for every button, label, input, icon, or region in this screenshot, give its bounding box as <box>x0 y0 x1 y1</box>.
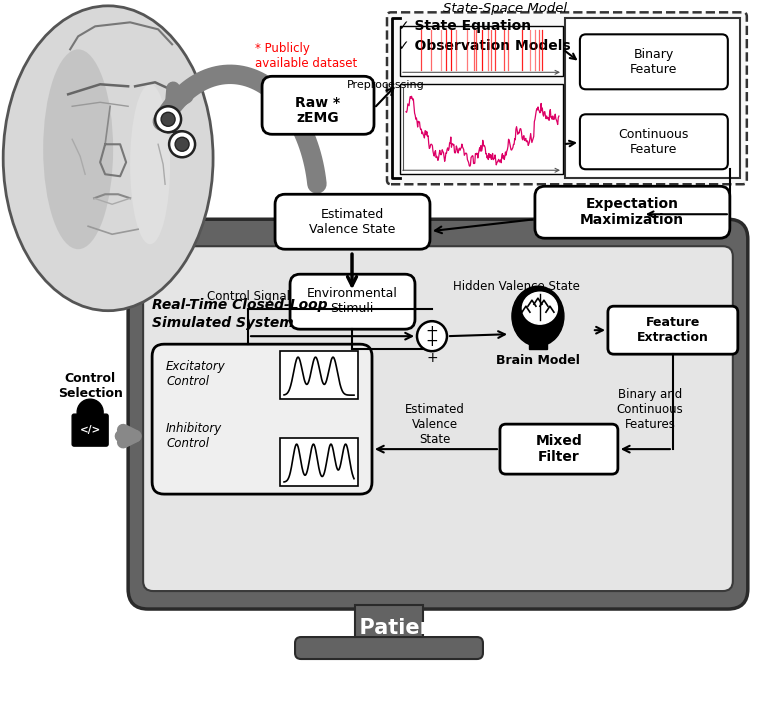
Text: ✓ State Equation: ✓ State Equation <box>398 19 531 33</box>
Ellipse shape <box>512 287 564 346</box>
Text: Expectation
Maximization: Expectation Maximization <box>580 197 684 227</box>
FancyBboxPatch shape <box>152 344 372 494</box>
Text: Brain Model: Brain Model <box>496 354 580 367</box>
FancyBboxPatch shape <box>275 194 430 249</box>
FancyBboxPatch shape <box>128 219 748 609</box>
Bar <box>565 18 740 178</box>
Circle shape <box>77 399 103 425</box>
Ellipse shape <box>522 292 558 324</box>
Ellipse shape <box>43 49 113 249</box>
Circle shape <box>155 106 181 132</box>
FancyBboxPatch shape <box>580 34 728 89</box>
Text: Raw *: Raw * <box>295 96 340 111</box>
Bar <box>355 605 423 641</box>
FancyBboxPatch shape <box>500 424 618 474</box>
Text: Feature
Extraction: Feature Extraction <box>637 316 709 344</box>
Text: Real-Time Closed-Loop
Simulated System: Real-Time Closed-Loop Simulated System <box>152 298 327 330</box>
Text: Binary
Feature: Binary Feature <box>630 49 678 76</box>
Circle shape <box>175 137 189 151</box>
Text: Estimated
Valence State: Estimated Valence State <box>309 208 396 237</box>
Circle shape <box>417 321 447 351</box>
Text: zEMG: zEMG <box>297 111 340 125</box>
FancyBboxPatch shape <box>387 13 747 184</box>
Bar <box>400 84 563 175</box>
Text: Excitatory
Control: Excitatory Control <box>166 360 226 388</box>
FancyBboxPatch shape <box>580 114 728 169</box>
Bar <box>280 438 358 486</box>
Text: Estimated
Valence
State: Estimated Valence State <box>405 403 465 446</box>
Text: Hidden Valence State: Hidden Valence State <box>453 279 580 293</box>
Text: State-Space Model: State-Space Model <box>443 2 567 15</box>
FancyBboxPatch shape <box>72 414 108 446</box>
Circle shape <box>161 112 175 126</box>
FancyBboxPatch shape <box>143 246 733 591</box>
Text: Control Signal: Control Signal <box>207 290 290 303</box>
Ellipse shape <box>130 84 170 244</box>
Text: ✓ Observation Models: ✓ Observation Models <box>398 39 571 54</box>
Bar <box>400 26 563 76</box>
FancyBboxPatch shape <box>608 306 737 354</box>
Text: * Publicly
available dataset: * Publicly available dataset <box>255 42 357 70</box>
Text: +: + <box>425 324 438 339</box>
Text: Environmental
Stimuli: Environmental Stimuli <box>307 287 398 315</box>
Bar <box>529 331 547 349</box>
FancyBboxPatch shape <box>262 76 374 134</box>
Text: +: + <box>425 334 438 348</box>
Text: </>: </> <box>80 425 101 435</box>
Circle shape <box>169 131 195 157</box>
FancyBboxPatch shape <box>295 637 483 659</box>
Text: Preprocessing: Preprocessing <box>347 80 425 90</box>
Text: Mixed
Filter: Mixed Filter <box>536 434 582 464</box>
FancyBboxPatch shape <box>535 187 730 238</box>
Text: +: + <box>426 351 438 365</box>
Text: Continuous
Feature: Continuous Feature <box>619 128 689 156</box>
Text: Control
Selection: Control Selection <box>57 372 122 400</box>
Text: Virtual Patient Environment: Virtual Patient Environment <box>273 618 603 638</box>
Text: Inhibitory
Control: Inhibitory Control <box>166 422 223 450</box>
Bar <box>280 351 358 399</box>
Text: Binary and
Continuous
Features: Binary and Continuous Features <box>617 388 683 431</box>
FancyBboxPatch shape <box>290 274 415 329</box>
Ellipse shape <box>3 6 213 310</box>
